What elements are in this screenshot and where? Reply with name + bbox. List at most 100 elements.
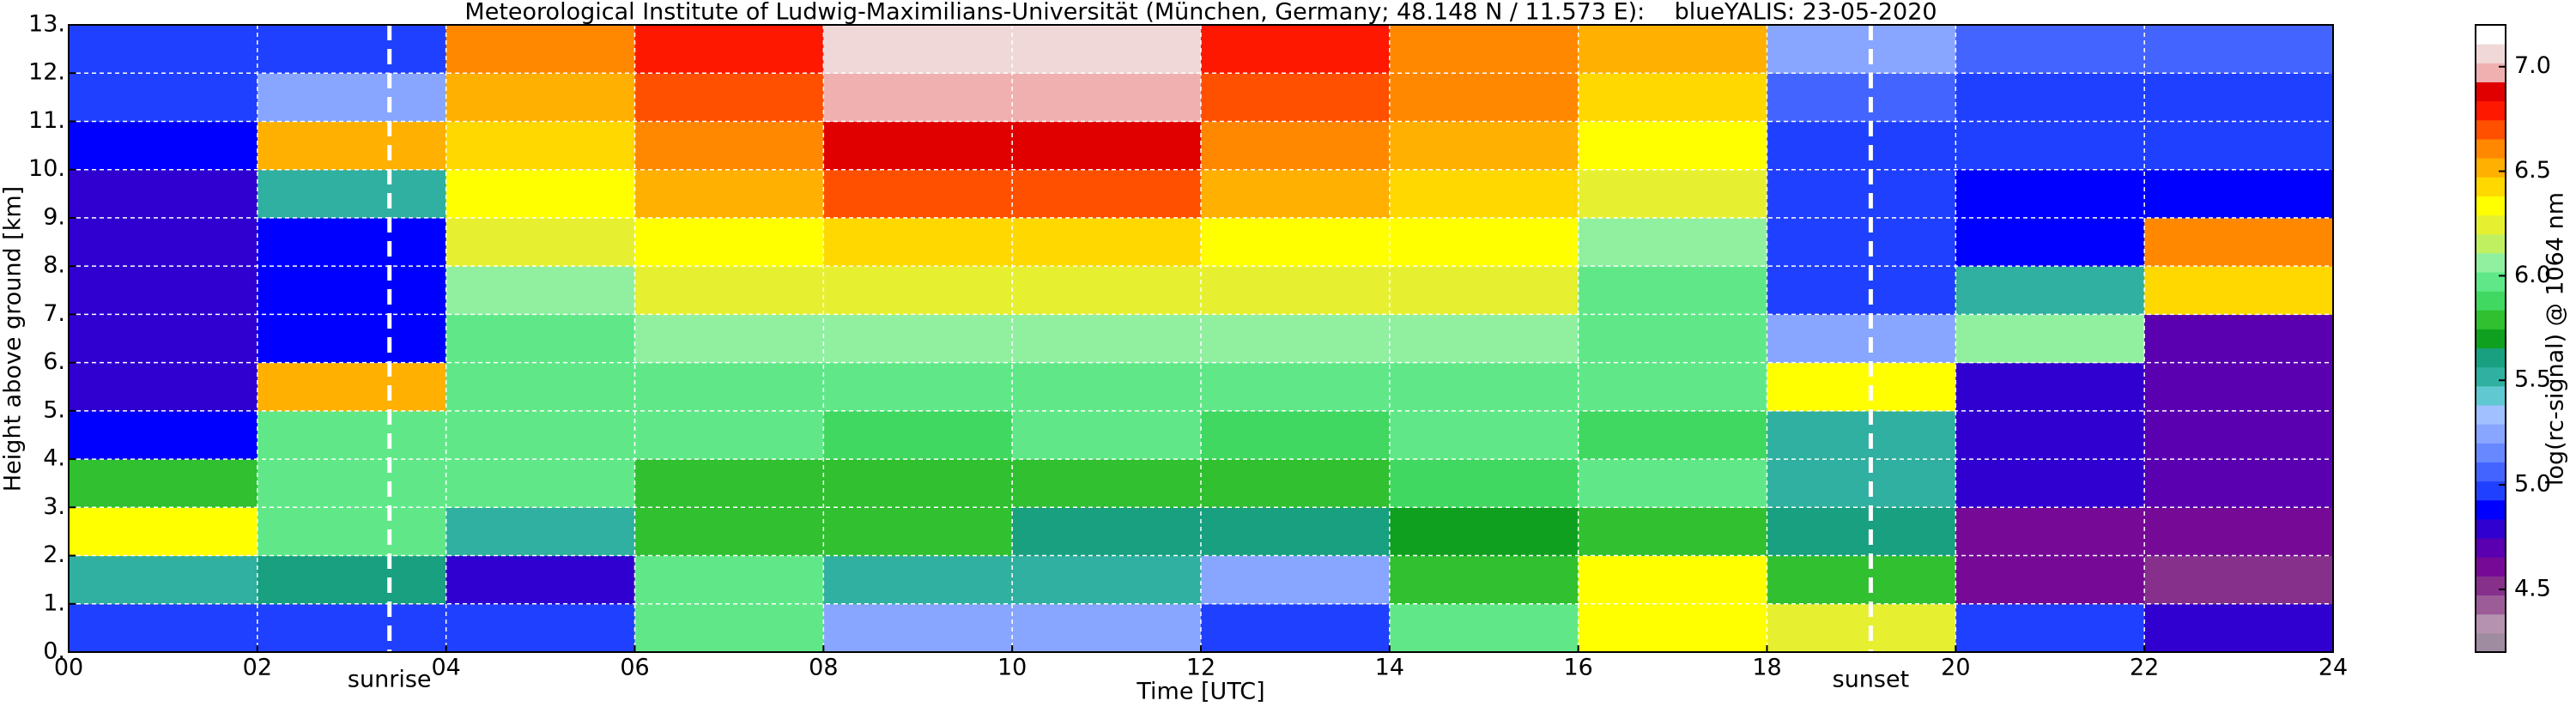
heat-cell (445, 73, 635, 122)
colorbar-swatch (2476, 613, 2506, 634)
heat-cell (1201, 362, 1391, 412)
colorbar-swatch (2476, 196, 2506, 216)
heat-cell (634, 25, 824, 74)
heat-cell (823, 362, 1013, 412)
heat-cell (69, 169, 258, 219)
heat-cell (1578, 169, 1767, 219)
colorbar-swatch (2476, 405, 2506, 425)
heat-cell (257, 121, 447, 171)
x-tick-label: 12 (1186, 655, 1215, 681)
heat-cell (1767, 507, 1956, 557)
heat-cell (69, 459, 258, 508)
heat-cell (1578, 266, 1767, 315)
heat-cell (1389, 73, 1579, 122)
colorbar-swatch (2476, 480, 2506, 501)
heat-cell (1767, 217, 1956, 267)
colorbar-swatch (2476, 499, 2506, 520)
heat-cell (1389, 266, 1579, 315)
colorbar-swatch (2476, 82, 2506, 102)
heat-cell (1012, 459, 1202, 508)
chart-title: Meteorological Institute of Ludwig-Maxim… (464, 0, 1937, 26)
heat-cell (1767, 362, 1956, 412)
colorbar-title: log(rc-signal) @ 1064 nm (2543, 192, 2569, 486)
heat-cell (823, 73, 1013, 122)
heat-cell (445, 555, 635, 605)
heat-cell (1578, 314, 1767, 364)
heat-cell (445, 362, 635, 412)
colorbar-swatch (2476, 366, 2506, 387)
heat-cell (1389, 459, 1579, 508)
heat-cell (1767, 410, 1956, 460)
heat-cell (823, 217, 1013, 267)
heat-cell (257, 73, 447, 122)
y-tick-label: 11. (28, 107, 65, 134)
heat-cell (2144, 555, 2334, 605)
colorbar-swatch (2476, 424, 2506, 444)
heat-cell (1389, 169, 1579, 219)
heat-cell (445, 266, 635, 315)
heat-cell (69, 121, 258, 171)
colorbar-swatch (2476, 518, 2506, 539)
heat-cell (69, 410, 258, 460)
heat-cell (634, 314, 824, 364)
heat-cell (1389, 25, 1579, 74)
colorbar-swatch (2476, 63, 2506, 82)
colorbar-swatch (2476, 44, 2506, 63)
heat-cell (823, 169, 1013, 219)
heat-cell (1201, 25, 1391, 74)
heat-cell (823, 121, 1013, 171)
heat-cell (1767, 266, 1956, 315)
heat-cell (1767, 314, 1956, 364)
colorbar-swatch (2476, 291, 2506, 311)
heat-cell (1767, 169, 1956, 219)
heat-cell (1012, 121, 1202, 171)
heat-cell (1955, 410, 2145, 460)
heat-cell (69, 555, 258, 605)
heat-cell (2144, 314, 2334, 364)
x-tick-label: 24 (2318, 655, 2348, 681)
colorbar-swatch (2476, 252, 2506, 273)
heat-cell (634, 73, 824, 122)
colorbar-tick-label: 6.0 (2514, 262, 2551, 288)
heat-cell (634, 507, 824, 557)
heat-cell (445, 459, 635, 508)
y-tick-label: 0. (43, 638, 65, 665)
heat-cell (1201, 555, 1391, 605)
x-tick-label: 22 (2130, 655, 2159, 681)
heat-cell (634, 362, 824, 412)
heat-cell (445, 507, 635, 557)
heat-cell (634, 603, 824, 653)
heat-cell (257, 507, 447, 557)
heat-cell (2144, 603, 2334, 653)
heat-cell (69, 507, 258, 557)
x-tick-label: 04 (431, 655, 460, 681)
y-tick-label: 7. (43, 300, 65, 327)
heat-cell (69, 603, 258, 653)
heat-cell (634, 169, 824, 219)
heat-cell (1389, 603, 1579, 653)
heat-cell (1012, 555, 1202, 605)
colorbar-swatch (2476, 329, 2506, 349)
heat-cell (257, 362, 447, 412)
heat-cell (2144, 362, 2334, 412)
colorbar-tick-label: 5.0 (2514, 471, 2551, 498)
y-axis-title: Height above ground [km] (0, 186, 27, 492)
colorbar-frame (2475, 24, 2506, 653)
heat-cell (1767, 73, 1956, 122)
y-tick-label: 10. (28, 155, 65, 182)
colorbar-swatch (2476, 595, 2506, 615)
heat-cell (1012, 266, 1202, 315)
heat-cell (445, 25, 635, 74)
x-tick-label: 20 (1941, 655, 1970, 681)
heat-cell (1578, 73, 1767, 122)
heat-cell (257, 410, 447, 460)
heat-cell (823, 314, 1013, 364)
heat-cell (2144, 507, 2334, 557)
x-tick-label: 10 (997, 655, 1027, 681)
plot-frame (68, 24, 2334, 653)
heat-cell (257, 314, 447, 364)
heat-cell (1012, 169, 1202, 219)
heat-cell (1389, 362, 1579, 412)
heat-cell (2144, 73, 2334, 122)
